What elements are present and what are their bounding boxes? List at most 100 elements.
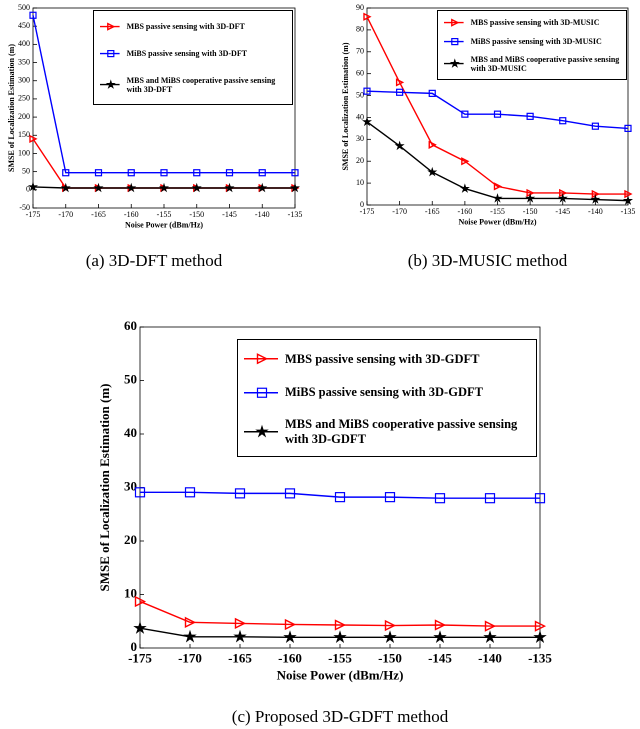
legend-label: MBS and MiBS cooperative passive sensing…	[126, 75, 276, 94]
marker	[224, 182, 235, 193]
legend-swatch	[444, 18, 464, 27]
legend-swatch	[244, 387, 278, 398]
y-tick-label: 90	[356, 3, 364, 12]
marker	[126, 182, 137, 193]
marker	[525, 193, 536, 203]
y-tick-label: 150	[18, 130, 30, 139]
y-tick-label: 60	[356, 68, 364, 77]
y-axis-label: SMSE of Localization Estimation (m)	[97, 384, 112, 592]
legend-label: MBS passive sensing with 3D-MUSIC	[470, 17, 600, 27]
marker	[559, 117, 567, 125]
marker	[483, 630, 497, 644]
caption: (c) Proposed 3D-GDFT method	[232, 707, 449, 726]
marker	[258, 169, 266, 177]
marker	[256, 387, 268, 398]
y-tick-label: 40	[356, 112, 364, 121]
y-tick-label: 20	[356, 156, 364, 165]
marker	[526, 112, 534, 120]
marker	[384, 619, 397, 632]
x-tick-label: -150	[189, 210, 204, 219]
marker	[184, 616, 197, 628]
marker	[27, 181, 39, 192]
marker	[160, 169, 168, 177]
marker	[493, 182, 503, 191]
x-tick-label: -170	[392, 207, 407, 216]
legend-entry: MBS and MiBS cooperative passive sensing…	[242, 417, 532, 446]
series-line	[32, 15, 295, 174]
marker	[434, 493, 446, 504]
legend-label: MiBS passive sensing with 3D-MUSIC	[470, 36, 602, 46]
x-tick-label: -160	[458, 207, 473, 216]
marker	[134, 487, 146, 498]
y-tick-label: 0	[131, 639, 138, 654]
y-tick-label: 80	[356, 25, 364, 34]
marker	[225, 169, 234, 177]
x-tick-label: -145	[555, 207, 570, 216]
marker	[461, 110, 469, 118]
x-tick-label: -140	[478, 651, 502, 666]
x-axis-label: Noise Power (dBm/Hz)	[125, 220, 203, 229]
marker	[484, 620, 497, 632]
marker	[383, 630, 397, 644]
x-tick-label: -170	[58, 210, 73, 219]
marker	[461, 157, 470, 166]
marker	[284, 618, 297, 631]
x-tick-label: -175	[128, 651, 152, 666]
y-axis-label: SMSE of Localization Estimation (m)	[7, 44, 16, 172]
x-tick-label: -160	[278, 651, 302, 666]
marker	[534, 493, 546, 504]
y-tick-label: 450	[18, 21, 30, 30]
legend-swatch	[244, 424, 278, 438]
series-line	[139, 600, 540, 627]
marker	[394, 140, 405, 151]
marker	[428, 89, 436, 97]
marker	[434, 619, 447, 631]
legend-entry: MBS and MiBS cooperative passive sensing…	[442, 55, 622, 73]
marker	[291, 169, 299, 177]
marker	[256, 353, 269, 365]
marker	[29, 11, 37, 19]
y-tick-label: 250	[18, 94, 30, 103]
x-tick-label: -135	[288, 210, 303, 219]
marker	[133, 621, 147, 634]
y-tick-label: 30	[356, 134, 364, 143]
y-tick-label: 400	[18, 39, 30, 48]
x-tick-label: -170	[178, 651, 202, 666]
marker	[255, 424, 269, 438]
marker	[193, 169, 201, 177]
y-tick-label: 70	[356, 47, 364, 56]
x-tick-label: -145	[428, 651, 452, 666]
marker	[363, 12, 372, 21]
legend-label: MBS and MiBS cooperative passive sensing…	[470, 54, 620, 73]
x-axis-label: Noise Power (dBm/Hz)	[277, 668, 404, 683]
y-tick-label: 50	[356, 90, 364, 99]
y-tick-label: 50	[22, 166, 30, 175]
marker	[427, 166, 438, 177]
x-tick-label: -140	[588, 207, 603, 216]
y-tick-label: 10	[124, 585, 137, 600]
series-line	[366, 16, 628, 195]
x-tick-label: -165	[228, 651, 252, 666]
marker	[493, 110, 502, 118]
marker	[590, 194, 601, 204]
x-tick-label: -155	[490, 207, 505, 216]
x-tick-label: -165	[91, 210, 106, 219]
marker	[283, 630, 297, 644]
caption: (a) 3D-DFT method	[86, 251, 223, 270]
series-line	[366, 90, 629, 130]
legend-label: MBS and MiBS cooperative passive sensing…	[285, 417, 518, 446]
legend-label: MiBS passive sensing with 3D-DFT	[126, 49, 248, 59]
y-tick-label: 40	[124, 425, 137, 440]
marker	[257, 182, 268, 193]
marker	[459, 183, 470, 193]
legend-swatch	[244, 353, 278, 365]
y-tick-label: 10	[356, 178, 364, 187]
marker	[451, 18, 460, 27]
marker	[94, 169, 103, 177]
marker	[191, 182, 202, 193]
x-tick-label: -150	[378, 651, 402, 666]
y-tick-label: 0	[26, 185, 30, 194]
marker	[158, 182, 170, 193]
y-tick-label: 200	[18, 112, 30, 121]
marker	[60, 182, 71, 193]
